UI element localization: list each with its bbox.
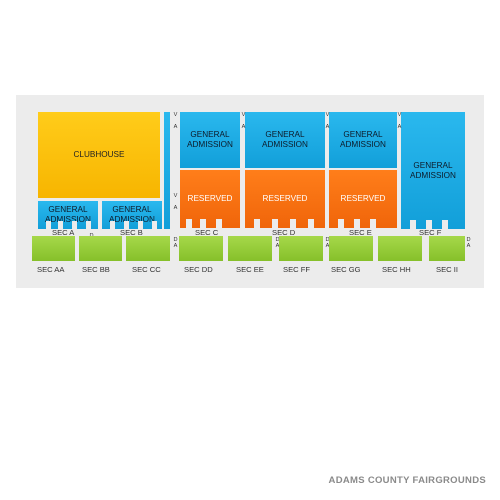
ga-label: GENERAL ADMISSION <box>410 160 456 180</box>
sec-gg-label: SEC GG <box>331 265 361 274</box>
sec-cc[interactable] <box>126 236 170 261</box>
sec-a-label: SEC A <box>52 228 75 237</box>
ga-label: GENERAL ADMISSION <box>340 130 386 149</box>
reserved-section-e[interactable]: RESERVED <box>329 170 397 228</box>
sec-aa-label: SEC AA <box>37 265 65 274</box>
sec-b-label: SEC B <box>120 228 143 237</box>
ga-label: GENERAL ADMISSION <box>187 130 233 149</box>
sec-f-label: SEC F <box>419 228 442 237</box>
sec-ff[interactable] <box>279 236 323 261</box>
sec-hh[interactable] <box>378 236 422 261</box>
aisle-mark: D A <box>466 237 471 249</box>
reserved-label: RESERVED <box>340 194 386 203</box>
sec-ff-label: SEC FF <box>283 265 311 274</box>
ga-label: GENERAL ADMISSION <box>109 205 155 224</box>
seating-chart: CLUBHOUSE GENERAL ADMISSION GENERAL ADMI… <box>16 95 484 288</box>
ga-section-c[interactable]: GENERAL ADMISSION <box>180 112 240 168</box>
sec-hh-label: SEC HH <box>382 265 411 274</box>
sec-cc-label: SEC CC <box>132 265 161 274</box>
ga-label: GENERAL ADMISSION <box>45 205 91 224</box>
sec-aa[interactable] <box>32 236 75 261</box>
aisle-mark: V A <box>173 112 178 130</box>
sec-gg[interactable] <box>329 236 373 261</box>
sec-ii[interactable] <box>429 236 465 261</box>
sec-ee-label: SEC EE <box>236 265 264 274</box>
reserved-section-d[interactable]: RESERVED <box>245 170 325 228</box>
ga-section-f[interactable]: GENERAL ADMISSION <box>401 112 465 229</box>
aisle-mark: V A <box>325 112 330 130</box>
venue-name: ADAMS COUNTY FAIRGROUNDS <box>328 475 486 486</box>
sec-d-label: SEC D <box>272 228 296 237</box>
ga-section-e[interactable]: GENERAL ADMISSION <box>329 112 397 168</box>
sec-bb-label: SEC BB <box>82 265 110 274</box>
sec-dd[interactable] <box>179 236 223 261</box>
sec-e-label: SEC E <box>349 228 372 237</box>
sec-ii-label: SEC II <box>436 265 458 274</box>
aisle-mark: D A <box>275 237 280 249</box>
aisle-mark: D A <box>173 237 178 249</box>
aisle-mark: V A <box>241 112 246 130</box>
reserved-label: RESERVED <box>187 194 233 203</box>
clubhouse-label: CLUBHOUSE <box>73 150 125 159</box>
aisle-strip <box>164 112 170 229</box>
ga-section-d[interactable]: GENERAL ADMISSION <box>245 112 325 168</box>
ga-label: GENERAL ADMISSION <box>262 130 308 149</box>
aisle-mark: V A <box>173 193 178 211</box>
sec-dd-label: SEC DD <box>184 265 213 274</box>
clubhouse-section[interactable]: CLUBHOUSE <box>38 112 160 198</box>
reserved-label: RESERVED <box>262 194 308 203</box>
sec-bb[interactable] <box>79 236 122 261</box>
aisle-mark: V A <box>397 112 402 130</box>
reserved-section-c[interactable]: RESERVED <box>180 170 240 228</box>
sec-ee[interactable] <box>228 236 272 261</box>
sec-c-label: SEC C <box>195 228 219 237</box>
aisle-mark: D A <box>325 237 330 249</box>
